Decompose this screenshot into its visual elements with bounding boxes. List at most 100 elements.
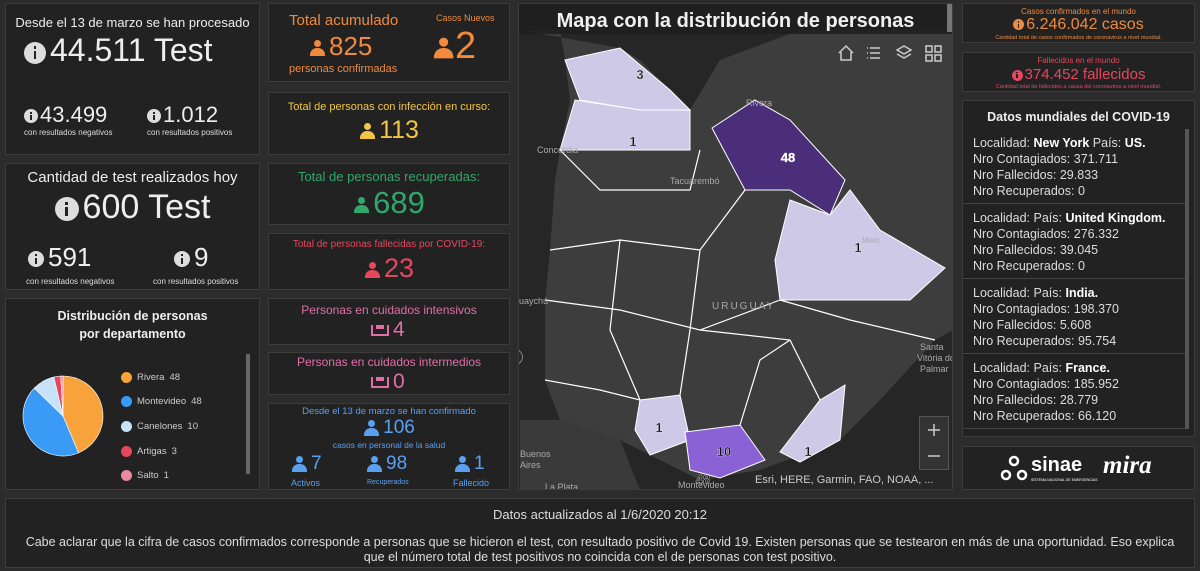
- value-row: 0: [371, 370, 405, 394]
- info-icon: [24, 109, 38, 124]
- deaths: 5.608: [1059, 318, 1092, 332]
- person-icon: [363, 418, 380, 438]
- region: [711, 99, 846, 216]
- negative-row: 43.499: [24, 102, 107, 128]
- cases: 198.370: [1073, 302, 1119, 316]
- footer: Datos actualizados al 1/6/2020 20:12 Cab…: [5, 498, 1195, 568]
- title: Total de personas fallecidas por COVID-1…: [292, 239, 486, 250]
- recovered-panel: Total de personas recuperadas: 689: [268, 163, 510, 225]
- label: Nro Recuperados:: [973, 334, 1075, 348]
- region-count: 1: [804, 444, 811, 459]
- bed-icon: [371, 324, 389, 336]
- label: Nro Contagiados:: [973, 227, 1071, 241]
- value: 0: [393, 370, 405, 393]
- label: Nro Recuperados:: [973, 409, 1075, 423]
- label: Nro Contagiados:: [973, 302, 1071, 316]
- map-title-bar: [519, 4, 952, 34]
- zoom-icons: [928, 424, 940, 457]
- scrollbar[interactable]: [1185, 129, 1189, 429]
- heading: Desde el 13 de marzo se han confirmado: [302, 406, 476, 417]
- home-button[interactable]: [838, 44, 854, 61]
- place: Rivera: [746, 98, 772, 108]
- place: Palmar: [920, 364, 949, 374]
- note: Cantidad total de casos confirmados de c…: [995, 35, 1162, 41]
- title: Total de personas recuperadas:: [297, 169, 481, 184]
- value: 23: [383, 253, 415, 283]
- country: United Kingdom.: [1065, 211, 1166, 225]
- recovered: 0: [1077, 259, 1085, 273]
- cases: 276.332: [1073, 227, 1119, 241]
- scrollbar[interactable]: [947, 4, 952, 32]
- total-row: 600 Test: [6, 188, 259, 227]
- place: Tacuarembó: [670, 176, 720, 186]
- basemap-button[interactable]: [925, 45, 942, 62]
- region-counts: 3 1 48 1 1 10 1 48: [629, 67, 862, 487]
- country: India.: [1065, 286, 1099, 300]
- value: 374.452 fallecidos: [1024, 66, 1146, 83]
- info-icon: [24, 41, 46, 64]
- world-list[interactable]: Localidad: New York País: US. Nro Contagi…: [963, 129, 1185, 437]
- sinae-logo-mark: [1000, 455, 1028, 481]
- label: Nro Fallecidos:: [973, 168, 1057, 182]
- label: Localidad:: [973, 211, 1030, 225]
- sinae-logo: sinae: [1031, 454, 1083, 476]
- entry-deaths: Nro Fallecidos: 5.608: [973, 317, 1175, 333]
- label: Localidad:: [973, 436, 1030, 437]
- value: 113: [379, 116, 419, 144]
- total: 600 Test: [82, 188, 211, 226]
- legend-swatch: [121, 371, 132, 383]
- toolbar-icons: [838, 44, 942, 62]
- heading: Desde el 13 de marzo se han procesado: [15, 15, 250, 30]
- person-icon: [291, 454, 307, 474]
- label: Nro Fallecidos:: [973, 393, 1057, 407]
- zoom-in[interactable]: [928, 424, 940, 436]
- info-icon: [28, 251, 44, 268]
- value-row: 6.246.042 casos: [963, 16, 1194, 34]
- negative: 591: [48, 242, 92, 272]
- entry-cases: Nro Contagiados: 371.711: [973, 151, 1175, 167]
- positive: 1.012: [163, 102, 219, 127]
- list-entry: Localidad: New York País: US. Nro Contagi…: [963, 129, 1185, 204]
- map-panel[interactable]: 3 1 48 1 1 10 1 48 Rivera Concordia Tacu…: [518, 3, 953, 490]
- legend-swatch: [121, 396, 132, 408]
- list-entry: Localidad: Moscow País: Russia.Nro Conta…: [963, 429, 1185, 437]
- negative-label: con resultados negativos: [26, 277, 115, 286]
- place: URUGUAY: [712, 301, 775, 312]
- total-row: 44.511 Test: [24, 32, 213, 69]
- pie-slice: [62, 375, 104, 454]
- region: [774, 189, 946, 301]
- list-entry: Localidad: País: India. Nro Contagiados: …: [963, 279, 1185, 354]
- deceased-panel: Total de personas fallecidas por COVID-1…: [268, 233, 510, 290]
- recovered-label: Recuperados: [367, 479, 409, 486]
- place-labels: Rivera Concordia Tacuarembó Melo URUGUAY…: [519, 98, 952, 489]
- region-count: 48: [696, 472, 710, 487]
- scrollbar[interactable]: [246, 354, 250, 474]
- entry-cases: Nro Contagiados: 198.370: [973, 301, 1175, 317]
- recovered: 95.754: [1077, 334, 1117, 348]
- tests-panel: Desde el 13 de marzo se han procesado 44…: [5, 3, 260, 155]
- info-icon: [174, 251, 190, 268]
- positive-label: con resultados positivos: [147, 128, 233, 137]
- legend-value: 48: [191, 396, 202, 408]
- pie-chart: [22, 375, 104, 457]
- negative-row: 591: [28, 242, 91, 273]
- layers-button[interactable]: [895, 45, 913, 59]
- boundary: [779, 299, 936, 341]
- total: 44.511 Test: [50, 32, 213, 68]
- label: Nro Fallecidos:: [973, 243, 1057, 257]
- pie-slice: [60, 375, 64, 417]
- accumulated-panel: Total acumulado 825 personas confirmadas…: [268, 3, 510, 82]
- info-icon: [1011, 69, 1023, 81]
- legend-item: Canelones 10: [121, 414, 202, 439]
- legend-button[interactable]: [867, 47, 880, 59]
- entry-place: Localidad: País: France.: [973, 360, 1175, 376]
- entry-place: Localidad: País: India.: [973, 285, 1175, 301]
- country: US.: [1124, 136, 1146, 150]
- map[interactable]: 3 1 48 1 1 10 1 48 Rivera Concordia Tacu…: [518, 3, 953, 490]
- new-row: 2: [433, 25, 476, 68]
- value-row: 825: [309, 31, 372, 62]
- heading: Cantidad de test realizados hoy: [27, 169, 238, 186]
- title: Total de personas con infección en curso…: [287, 101, 491, 113]
- attribution: Esri, HERE, Garmin, FAO, NOAA, ...: [751, 472, 938, 488]
- label: Nro Contagiados:: [973, 377, 1071, 391]
